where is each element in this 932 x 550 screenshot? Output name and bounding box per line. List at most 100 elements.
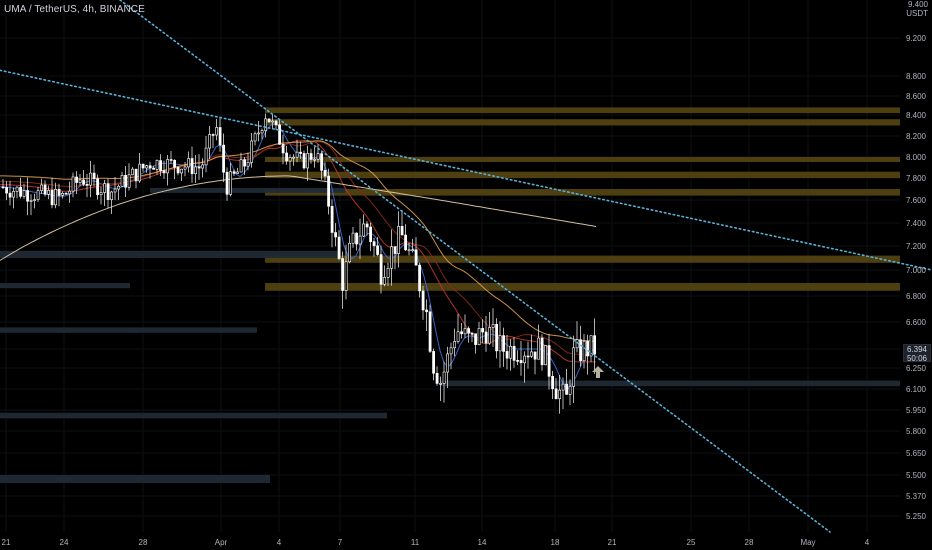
- candle-body: [40, 184, 44, 191]
- candle-body: [446, 353, 450, 373]
- candle-body: [467, 328, 471, 334]
- candle-body: [187, 158, 191, 168]
- candle-body: [29, 200, 33, 202]
- candle-body: [589, 335, 593, 357]
- bar-countdown: 50:06: [906, 353, 928, 363]
- candle-body: [131, 168, 135, 176]
- candle-body: [274, 120, 278, 126]
- candle-body: [124, 175, 128, 188]
- candle-body: [201, 164, 205, 169]
- y-tick-label: 9.200: [906, 34, 927, 43]
- y-tick-label: 7.000: [906, 266, 927, 275]
- x-tick-label: 4: [277, 538, 282, 547]
- candle-body: [477, 328, 481, 345]
- candle-body: [369, 226, 373, 242]
- candle-body: [309, 153, 313, 160]
- candle-body: [439, 383, 443, 385]
- x-tick-label: 18: [551, 538, 560, 547]
- candle-body: [474, 333, 478, 345]
- candle-body: [393, 246, 397, 254]
- candle-body: [50, 190, 54, 206]
- candle-body: [253, 133, 257, 142]
- candle-body: [432, 351, 436, 374]
- resistance-zone: [265, 255, 900, 263]
- candle-body: [572, 347, 576, 387]
- candle-body: [302, 153, 306, 169]
- support-zone: [150, 187, 345, 193]
- candle-body: [236, 171, 240, 174]
- candle-body: [295, 151, 299, 158]
- candle-body: [404, 234, 408, 251]
- candle-body: [495, 324, 499, 352]
- candle-body: [593, 335, 597, 355]
- chart-title: UMA / TetherUS, 4h, BINANCE: [4, 4, 145, 15]
- candle-body: [544, 345, 548, 366]
- candle-body: [78, 179, 82, 183]
- candle-body: [407, 249, 411, 252]
- candle-body: [71, 176, 75, 192]
- candle-body: [292, 156, 296, 159]
- candle-body: [397, 225, 401, 254]
- candle-body: [498, 335, 502, 352]
- resistance-zone: [265, 119, 900, 126]
- candle-body: [372, 241, 376, 247]
- candle-body: [400, 225, 404, 236]
- candle-body: [85, 184, 89, 186]
- candle-body: [194, 166, 198, 175]
- candle-body: [449, 347, 453, 355]
- candle-body: [61, 192, 65, 196]
- candle-body: [180, 168, 184, 174]
- candle-body: [530, 351, 534, 357]
- candle-body: [341, 258, 345, 291]
- candle-body: [547, 345, 551, 377]
- y-tick-label: 5.370: [906, 492, 927, 501]
- candle-body: [418, 264, 422, 292]
- candle-body: [281, 144, 285, 154]
- candle-body: [306, 153, 310, 169]
- candle-body: [267, 118, 271, 123]
- candle-body: [33, 199, 37, 201]
- candle-body: [47, 190, 51, 195]
- candle-body: [232, 171, 236, 174]
- candle-body: [327, 175, 331, 207]
- candle-body: [141, 163, 145, 169]
- candle-body: [152, 167, 156, 170]
- candle-body: [509, 346, 513, 359]
- y-tick-label: 8.200: [906, 132, 927, 141]
- candle-body: [92, 172, 96, 180]
- x-tick-label: 14: [478, 538, 487, 547]
- candle-body: [127, 174, 131, 188]
- x-tick-label: 25: [687, 538, 696, 547]
- candle-body: [481, 328, 485, 333]
- candle-body: [257, 132, 261, 135]
- y-tick-label: 5.500: [906, 471, 927, 480]
- resistance-zone: [265, 283, 900, 291]
- candle-body: [453, 341, 457, 349]
- candle-body: [484, 331, 488, 344]
- y-tick-label: 8.800: [906, 72, 927, 81]
- axis-unit-label: USDT: [906, 9, 928, 18]
- candle-body: [159, 160, 163, 171]
- candle-body: [288, 157, 292, 162]
- candle-body: [134, 168, 138, 182]
- candle-body: [169, 159, 173, 161]
- candle-body: [222, 144, 226, 173]
- candle-body: [502, 335, 506, 352]
- candle-body: [523, 355, 527, 364]
- ma-slowest-line: [0, 175, 597, 261]
- candle-body: [376, 245, 380, 255]
- candle-body: [138, 163, 142, 182]
- candle-body: [386, 267, 390, 278]
- candle-body: [537, 337, 541, 360]
- candle-body: [579, 339, 583, 362]
- candle-body: [75, 176, 79, 183]
- candle-body: [334, 232, 338, 238]
- candle-body: [491, 324, 495, 328]
- last-price: 6.394: [906, 344, 928, 354]
- candle-body: [516, 360, 520, 362]
- candle-body: [218, 127, 222, 146]
- resistance-zone: [265, 189, 900, 196]
- y-tick-label: 6.800: [906, 292, 927, 301]
- support-zone: [0, 250, 340, 258]
